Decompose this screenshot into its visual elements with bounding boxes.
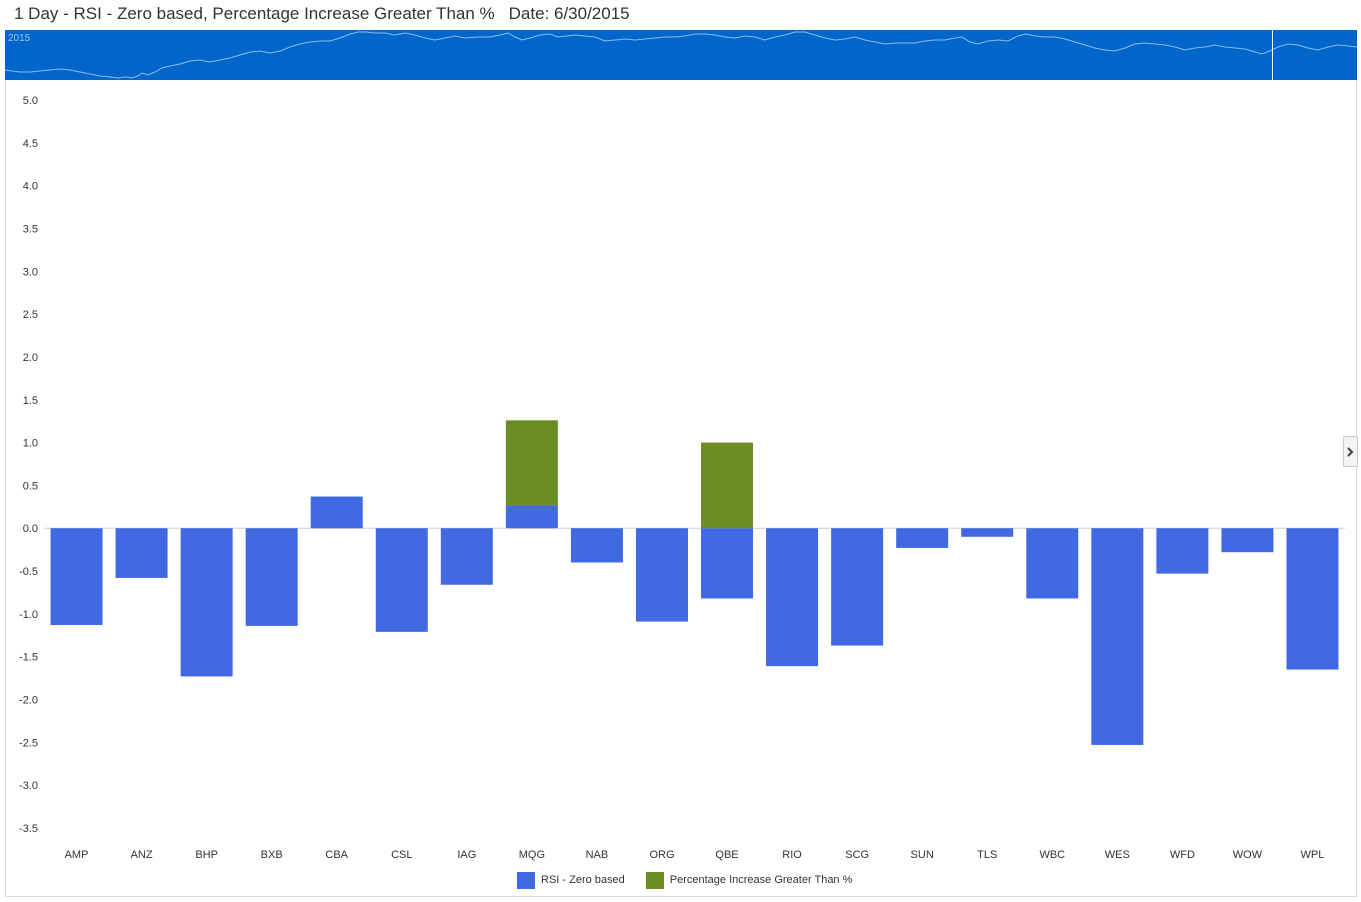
bar-wbc-series-1[interactable] [1026, 528, 1079, 599]
y-tick-label: -2.0 [19, 695, 38, 707]
y-tick-label: 4.5 [23, 138, 38, 150]
y-tick-label: -3.0 [19, 780, 38, 792]
legend-label: Percentage Increase Greater Than % [669, 874, 853, 886]
y-tick-label: -1.0 [19, 609, 38, 621]
bar-mqg-series-2[interactable] [505, 420, 558, 506]
navigator-sparkline-chart [5, 31, 1357, 79]
y-tick-label: -2.5 [19, 737, 38, 749]
expand-panel-button[interactable] [1343, 436, 1358, 467]
x-tick-label-sun: SUN [911, 849, 934, 861]
x-tick-label-nab: NAB [586, 849, 609, 861]
y-tick-label: 1.5 [23, 395, 38, 407]
date-label: Date: 6/30/2015 [508, 4, 630, 23]
x-tick-label-anz: ANZ [131, 849, 153, 861]
y-tick-label: 0.5 [23, 480, 38, 492]
bar-csl-series-1[interactable] [375, 528, 428, 632]
range-navigator[interactable]: 2015 [5, 30, 1357, 80]
y-tick-label: 2.0 [23, 352, 38, 364]
bar-org-series-1[interactable] [635, 528, 688, 622]
x-tick-label-scg: SCG [845, 849, 869, 861]
x-tick-label-wes: WES [1105, 849, 1130, 861]
navigator-year-label: 2015 [8, 33, 31, 44]
y-tick-label: 1.0 [23, 438, 38, 450]
bar-amp-series-1[interactable] [50, 528, 103, 626]
bar-nab-series-1[interactable] [570, 528, 623, 563]
x-tick-label-tls: TLS [977, 849, 997, 861]
legend-swatch-rsi [517, 871, 535, 889]
chart-frame [5, 80, 1357, 897]
legend-item-percentage-increase[interactable]: Percentage Increase Greater Than % [645, 871, 853, 889]
bar-anz-series-1[interactable] [115, 528, 168, 578]
navigator-selected-date-marker[interactable] [1272, 30, 1273, 80]
x-tick-label-csl: CSL [391, 849, 412, 861]
x-tick-label-mqg: MQG [519, 849, 545, 861]
y-tick-label: 5.0 [23, 95, 38, 107]
bar-wes-series-1[interactable] [1091, 528, 1144, 745]
chevron-right-icon [1347, 446, 1354, 457]
y-tick-label: 4.0 [23, 181, 38, 193]
bar-qbe-series-1[interactable] [701, 528, 754, 599]
x-tick-label-amp: AMP [65, 849, 89, 861]
legend-label: RSI - Zero based [541, 874, 625, 886]
bar-bhp-series-1[interactable] [180, 528, 233, 677]
chart-header: 1 Day - RSI - Zero based, Percentage Inc… [14, 3, 630, 25]
bar-mqg-series-1[interactable] [505, 505, 558, 529]
y-tick-label: -3.5 [19, 823, 38, 835]
bar-qbe-series-2[interactable] [701, 442, 754, 529]
x-tick-label-wfd: WFD [1170, 849, 1195, 861]
bar-tls-series-1[interactable] [961, 528, 1014, 537]
y-tick-label: 3.5 [23, 223, 38, 235]
chart-legend: RSI - Zero based Percentage Increase Gre… [517, 871, 873, 889]
bar-sun-series-1[interactable] [896, 528, 949, 548]
bar-wow-series-1[interactable] [1221, 528, 1274, 553]
x-tick-label-wbc: WBC [1039, 849, 1065, 861]
x-tick-label-wow: WOW [1233, 849, 1263, 861]
y-tick-label: -0.5 [19, 566, 38, 578]
x-tick-label-iag: IAG [457, 849, 476, 861]
legend-swatch-percentage [645, 871, 664, 889]
bar-bxb-series-1[interactable] [245, 528, 298, 626]
legend-item-rsi-zero-based[interactable]: RSI - Zero based [517, 871, 625, 889]
y-tick-label: 0.0 [23, 523, 38, 535]
bar-wpl-series-1[interactable] [1286, 528, 1339, 670]
y-tick-label: 2.5 [23, 309, 38, 321]
bar-scg-series-1[interactable] [831, 528, 884, 646]
x-tick-label-org: ORG [649, 849, 674, 861]
x-tick-label-bhp: BHP [195, 849, 218, 861]
bar-rio-series-1[interactable] [766, 528, 819, 667]
chart-title: 1 Day - RSI - Zero based, Percentage Inc… [14, 4, 495, 23]
x-tick-label-qbe: QBE [715, 849, 738, 861]
navigator-line [5, 31, 1357, 79]
bar-wfd-series-1[interactable] [1156, 528, 1209, 574]
y-tick-label: 3.0 [23, 266, 38, 278]
x-tick-label-bxb: BXB [261, 849, 283, 861]
y-tick-label: -1.5 [19, 652, 38, 664]
x-tick-label-wpl: WPL [1301, 849, 1325, 861]
x-tick-label-rio: RIO [782, 849, 802, 861]
bar-iag-series-1[interactable] [440, 528, 493, 585]
x-tick-label-cba: CBA [325, 849, 348, 861]
bar-cba-series-1[interactable] [310, 496, 363, 529]
